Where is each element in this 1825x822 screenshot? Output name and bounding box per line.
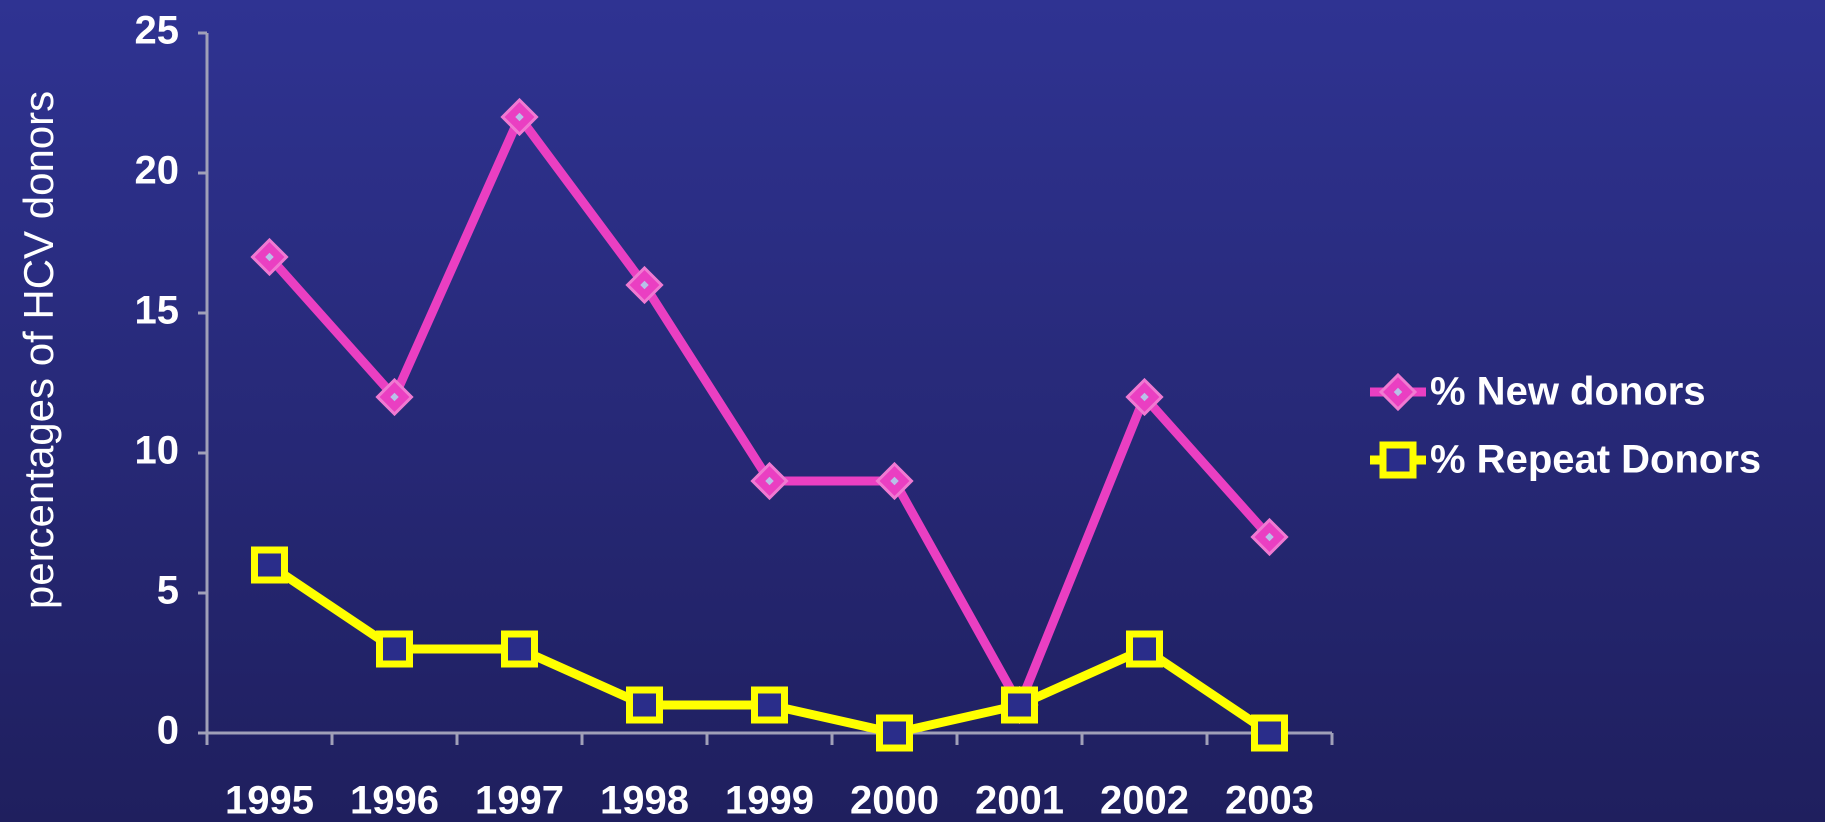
x-tick-label: 2002 <box>1100 779 1189 822</box>
data-point <box>626 686 663 724</box>
y-tick-label: 0 <box>157 709 179 753</box>
y-tick-label: 10 <box>135 429 180 473</box>
x-tick-label: 2000 <box>850 779 939 822</box>
data-point <box>1001 686 1038 724</box>
y-tick-label: 20 <box>135 149 180 193</box>
legend-label: % Repeat Donors <box>1430 438 1761 482</box>
x-tick-label: 2001 <box>975 779 1064 822</box>
data-point-center <box>1140 392 1149 402</box>
data-point-center <box>265 252 274 262</box>
legend-label: % New donors <box>1430 370 1706 414</box>
x-tick-label: 2003 <box>1225 779 1314 822</box>
data-point <box>501 630 538 668</box>
legend-marker-center <box>1393 387 1403 397</box>
data-point <box>251 546 288 584</box>
x-tick-label: 1999 <box>725 779 814 822</box>
y-tick-label: 15 <box>135 289 180 333</box>
data-point <box>376 630 413 668</box>
data-point-center <box>640 280 649 290</box>
y-tick-label: 5 <box>157 569 179 613</box>
data-point <box>1251 714 1288 752</box>
data-point-center <box>1265 532 1274 542</box>
data-point <box>876 714 913 752</box>
x-tick-label: 1997 <box>475 779 564 822</box>
data-point-center <box>890 476 899 486</box>
legend-marker <box>1379 441 1417 479</box>
data-point-center <box>390 392 399 402</box>
x-tick-label: 1996 <box>350 779 439 822</box>
y-tick-label: 25 <box>135 9 180 53</box>
x-tick-label: 1998 <box>600 779 689 822</box>
y-axis-title: percentages of HCV donors <box>15 91 62 609</box>
x-tick-label: 1995 <box>225 779 314 822</box>
data-point <box>1126 630 1163 668</box>
data-point <box>751 686 788 724</box>
data-point-center <box>765 476 774 486</box>
